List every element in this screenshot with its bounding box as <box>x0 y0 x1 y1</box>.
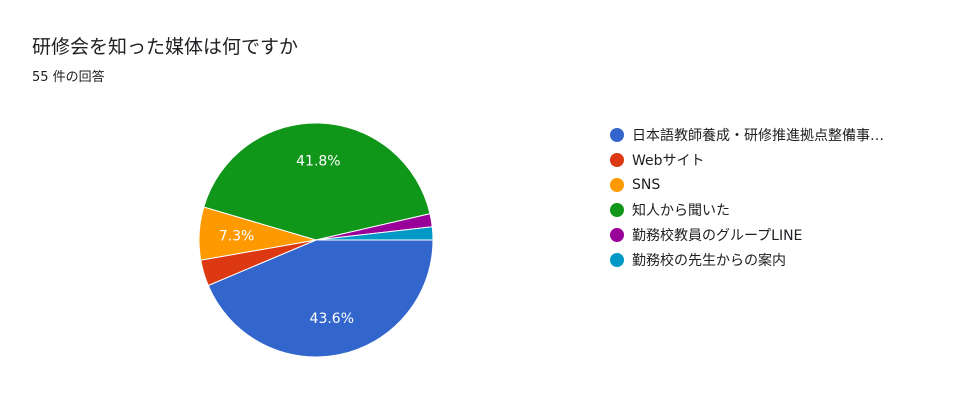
pie-slice-3[interactable] <box>203 122 431 241</box>
pie-slice-5[interactable] <box>315 226 434 241</box>
legend-swatch-2 <box>610 177 624 192</box>
slice-data-label-3: 41.8% <box>296 153 340 169</box>
legend-label-4: 勤務校教員のグループLINE <box>632 227 803 244</box>
legend-label-3: 知人から聞いた <box>632 202 730 219</box>
slice-data-label-2: 7.3% <box>219 228 255 244</box>
slice-data-label-0: 43.6% <box>310 311 354 327</box>
legend-item-1[interactable]: Webサイト <box>610 147 884 172</box>
pie-slice-0[interactable] <box>207 239 434 358</box>
legend-swatch-0 <box>610 127 624 142</box>
legend-item-3[interactable]: 知人から聞いた <box>610 197 884 222</box>
legend-swatch-3 <box>610 202 624 217</box>
legend-item-5[interactable]: 勤務校の先生からの案内 <box>610 247 884 272</box>
legend-item-0[interactable]: 日本語教師養成・研修推進拠点整備事… <box>610 122 884 147</box>
legend-label-5: 勤務校の先生からの案内 <box>632 252 786 269</box>
legend-label-0: 日本語教師養成・研修推進拠点整備事… <box>632 127 884 144</box>
chart-title: 研修会を知った媒体は何ですか <box>32 36 299 58</box>
legend-swatch-4 <box>610 227 624 242</box>
response-count: 55 件の回答 <box>32 70 105 85</box>
legend-label-2: SNS <box>632 176 661 193</box>
legend-label-1: Webサイト <box>632 152 705 169</box>
legend-item-2[interactable]: SNS <box>610 172 884 197</box>
chart-legend: 日本語教師養成・研修推進拠点整備事… Webサイト SNS 知人から聞いた勤務校教員の… <box>610 122 884 272</box>
legend-item-4[interactable]: 勤務校教員のグループLINE <box>610 222 884 247</box>
legend-swatch-5 <box>610 252 624 267</box>
legend-swatch-1 <box>610 152 624 167</box>
